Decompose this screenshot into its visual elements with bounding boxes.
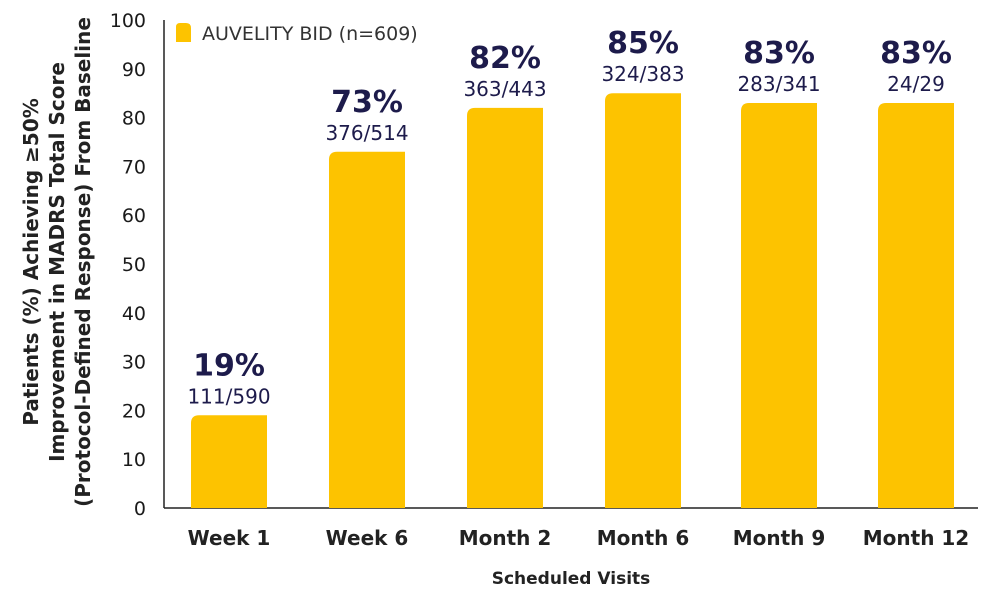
y-axis-label-line-1: Patients (%) Achieving ≥50% <box>19 98 43 426</box>
legend-swatch <box>176 23 191 42</box>
y-tick-label: 50 <box>122 254 146 276</box>
bar <box>605 93 681 508</box>
y-tick-label: 40 <box>122 303 146 325</box>
x-category-label: Month 12 <box>863 526 969 550</box>
bar-fraction-label: 363/443 <box>463 77 546 101</box>
y-axis-label-line-2: Improvement in MADRS Total Score <box>45 62 69 462</box>
bar-fraction-label: 283/341 <box>737 72 820 96</box>
x-category-label: Month 2 <box>459 526 552 550</box>
bar-percent-label: 73% <box>331 85 403 120</box>
y-tick-label: 90 <box>122 59 146 81</box>
y-tick-label: 70 <box>122 156 146 178</box>
y-tick-label: 10 <box>122 449 146 471</box>
bar-percent-label: 82% <box>469 41 541 76</box>
y-axis-label: Patients (%) Achieving ≥50% Improvement … <box>19 17 95 507</box>
y-tick-label: 30 <box>122 352 146 374</box>
bar-fraction-label: 376/514 <box>325 121 408 145</box>
y-tick-label: 100 <box>110 10 146 32</box>
y-tick-label: 80 <box>122 108 146 130</box>
legend: AUVELITY BID (n=609) <box>176 23 418 45</box>
x-category-label: Month 9 <box>733 526 826 550</box>
y-tick-label: 60 <box>122 205 146 227</box>
bar <box>467 107 543 508</box>
bar <box>329 151 405 508</box>
x-axis-label: Scheduled Visits <box>492 569 651 589</box>
bar-percent-label: 83% <box>743 36 815 71</box>
bar <box>741 102 817 509</box>
bar-fraction-label: 111/590 <box>187 384 270 408</box>
x-category-label: Month 6 <box>597 526 690 550</box>
y-tick-label: 20 <box>122 400 146 422</box>
bar-percent-label: 83% <box>880 36 952 71</box>
bar-percent-label: 85% <box>607 26 679 61</box>
y-axis-label-line-3: (Protocol-Defined Response) From Baselin… <box>71 17 95 507</box>
x-category-label: Week 1 <box>188 526 271 550</box>
y-tick-label: 0 <box>134 498 146 520</box>
bar <box>878 102 954 509</box>
x-category-label: Week 6 <box>326 526 409 550</box>
y-axis-ticks: 0 10 20 30 40 50 60 70 80 90 100 <box>110 10 146 520</box>
bar-fraction-label: 24/29 <box>887 72 945 96</box>
legend-label: AUVELITY BID (n=609) <box>202 23 418 45</box>
bar-fraction-label: 324/383 <box>601 62 684 86</box>
bar <box>191 415 267 508</box>
bar-percent-label: 19% <box>193 348 265 383</box>
